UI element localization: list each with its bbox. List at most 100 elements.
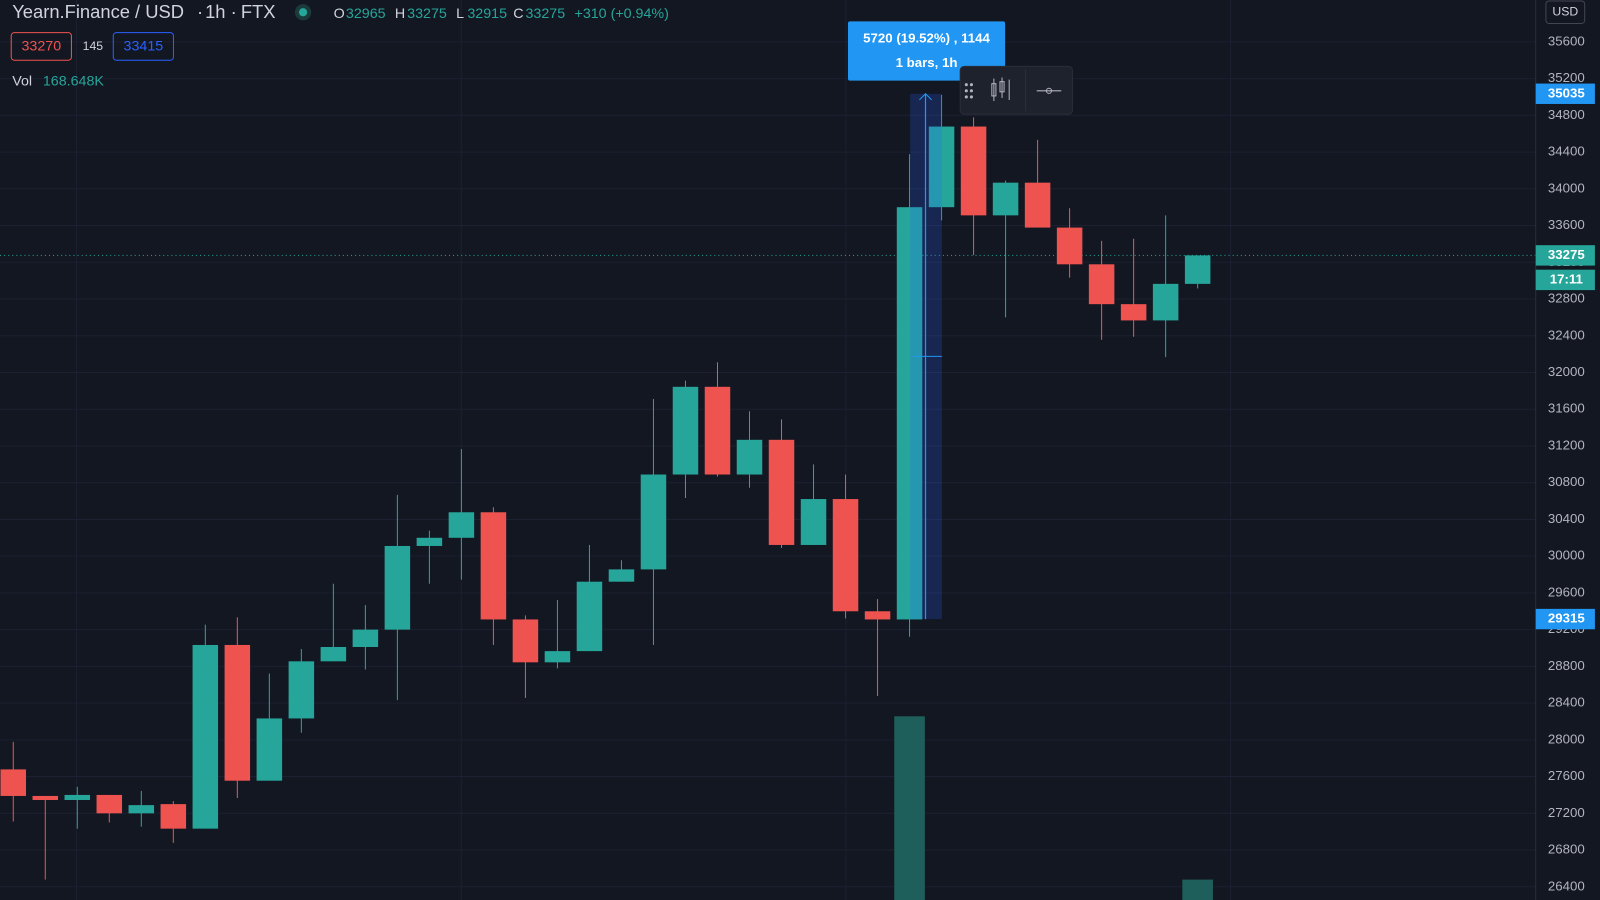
candle-body <box>864 611 891 620</box>
candle-body <box>672 386 699 475</box>
candle-body <box>512 619 539 663</box>
y-tick-label: 28800 <box>1548 658 1585 673</box>
candle-body <box>576 581 603 652</box>
candle-body <box>32 795 59 800</box>
open-label: O <box>334 6 345 22</box>
separator: · <box>197 1 203 22</box>
candle-body <box>0 769 27 796</box>
candle-body <box>1184 255 1211 284</box>
candle-body <box>1056 227 1083 265</box>
floating-toolbar <box>959 65 1073 115</box>
candle-body <box>352 629 379 647</box>
y-tick-label: 32000 <box>1548 364 1585 379</box>
candle-body <box>64 794 91 800</box>
measure-top-label: 35035 <box>1548 85 1585 100</box>
measure-tooltip <box>847 21 1006 81</box>
candle-body <box>256 718 283 781</box>
spread: 145 <box>83 39 104 53</box>
exchange: FTX <box>241 1 276 22</box>
candle-body <box>192 644 219 829</box>
candle-body <box>1088 264 1115 305</box>
candle-body <box>96 794 123 814</box>
candle-body <box>928 126 955 208</box>
y-tick-label: 30800 <box>1548 474 1585 489</box>
y-tick-label: 34800 <box>1548 107 1585 122</box>
low-label: L <box>456 6 464 22</box>
y-tick-label: 30000 <box>1548 548 1585 563</box>
symbol[interactable]: Yearn.Finance / USD <box>12 1 184 22</box>
volume-value: 168.648K <box>43 73 105 89</box>
candle-body <box>704 386 731 475</box>
candle-body <box>480 512 507 620</box>
y-tick-label: 35200 <box>1548 70 1585 85</box>
candle-body <box>960 126 987 216</box>
buy-price[interactable]: 33415 <box>124 39 164 55</box>
candle-body <box>384 545 411 630</box>
currency[interactable]: USD <box>1552 4 1578 18</box>
currency-box[interactable] <box>1545 0 1586 24</box>
y-tick-label: 30400 <box>1548 511 1585 526</box>
candle-body <box>224 644 251 781</box>
drag-handle[interactable] <box>964 83 973 99</box>
change: +310 (+0.94%) <box>574 6 668 22</box>
candle-body <box>448 512 475 538</box>
toolbar-background <box>959 65 1073 115</box>
y-tick-label: 27200 <box>1548 805 1585 820</box>
settings-icon[interactable] <box>991 77 1010 102</box>
y-tick-label: 29600 <box>1548 584 1585 599</box>
y-tick-label: 28000 <box>1548 731 1585 746</box>
measure-top-label-box <box>1535 83 1595 104</box>
volume-bar <box>894 716 925 900</box>
y-tick-label: 26800 <box>1548 842 1585 857</box>
measure-tool[interactable]: 5720 (19.52%) , 1144 1 bars, 1h <box>847 21 1006 620</box>
y-tick-label: 34000 <box>1548 180 1585 195</box>
candle-body <box>1152 283 1179 321</box>
y-tick-label: 31200 <box>1548 437 1585 452</box>
buy-button[interactable] <box>112 32 174 61</box>
y-tick-label: 26400 <box>1548 878 1585 893</box>
axis-labels: 2640026800272002760028000284002880029200… <box>1535 0 1595 893</box>
countdown-label: 17:11 <box>1550 271 1583 286</box>
y-tick-label: 28400 <box>1548 695 1585 710</box>
candle-body <box>288 661 315 719</box>
low-value: 32915 <box>467 6 507 22</box>
y-tick-label: 27600 <box>1548 768 1585 783</box>
open-value: 32965 <box>346 6 386 22</box>
sell-button[interactable] <box>10 32 72 61</box>
candles <box>0 94 1211 880</box>
y-tick-label: 31600 <box>1548 401 1585 416</box>
arrow-head <box>919 93 932 101</box>
y-tick-label: 34400 <box>1548 144 1585 159</box>
candle-body <box>320 646 347 662</box>
candle-body <box>160 804 187 829</box>
candle-body <box>640 474 667 570</box>
y-tick-label: 33600 <box>1548 217 1585 232</box>
candle-body <box>608 569 635 582</box>
measure-bottom-label: 29315 <box>1548 611 1585 626</box>
candle-body <box>128 805 155 814</box>
volume-pane <box>894 716 1213 900</box>
measure-bottom-label-box <box>1535 608 1595 630</box>
close-label: C <box>513 6 523 22</box>
line-style-icon[interactable] <box>1036 87 1062 94</box>
close-value: 33275 <box>526 6 566 22</box>
y-tick-label: 32800 <box>1548 291 1585 306</box>
last-price-label: 33275 <box>1548 247 1585 262</box>
candle-body <box>992 182 1019 216</box>
candle-body <box>416 537 443 546</box>
price-axis <box>1535 0 1600 900</box>
candle-body <box>544 651 571 663</box>
measure-subtext: 1 bars, 1h <box>896 55 958 70</box>
volume-bar <box>1182 879 1213 900</box>
y-tick-label: 35600 <box>1548 33 1585 48</box>
countdown-label-box <box>1535 269 1595 291</box>
candle-body <box>1120 304 1147 321</box>
candle-body <box>800 499 827 545</box>
interval[interactable]: 1h <box>205 1 225 22</box>
candle-body <box>768 439 795 545</box>
candle-body <box>736 439 763 475</box>
sell-price[interactable]: 33270 <box>21 39 61 55</box>
measure-text: 5720 (19.52%) , 1144 <box>863 30 990 45</box>
